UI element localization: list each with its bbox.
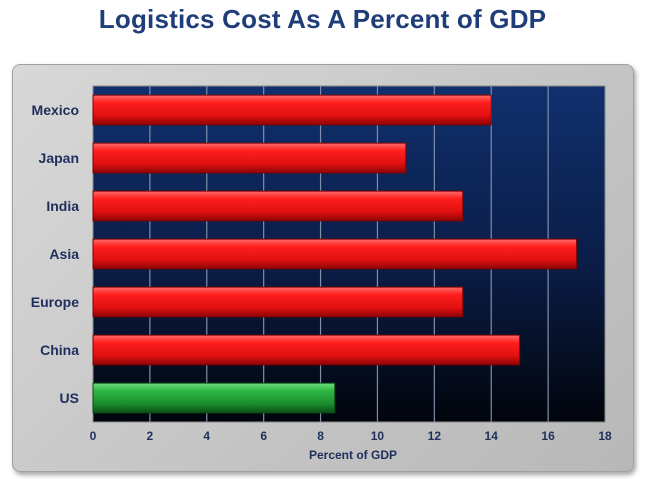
category-label: China xyxy=(40,342,79,358)
category-label: US xyxy=(60,390,79,406)
category-label: Europe xyxy=(31,294,79,310)
bar-mexico xyxy=(92,94,492,126)
bar-china xyxy=(92,334,521,366)
bars xyxy=(92,94,578,414)
x-tick-label: 4 xyxy=(203,429,210,443)
category-label: India xyxy=(46,198,79,214)
x-tick-label: 14 xyxy=(485,429,499,443)
x-axis-title: Percent of GDP xyxy=(309,448,397,462)
bar-japan xyxy=(92,142,407,174)
category-label: Asia xyxy=(49,246,79,262)
category-labels: Mexico Japan India Asia Europe China US xyxy=(31,102,79,406)
x-tick-label: 12 xyxy=(428,429,442,443)
x-tick-label: 16 xyxy=(541,429,555,443)
bar-asia xyxy=(92,238,578,270)
bar-europe xyxy=(92,286,464,318)
x-tick-label: 10 xyxy=(371,429,385,443)
chart-title: Logistics Cost As A Percent of GDP xyxy=(98,4,547,34)
x-tick-label: 8 xyxy=(317,429,324,443)
bar-us xyxy=(92,382,336,414)
category-label: Mexico xyxy=(32,102,79,118)
x-tick-label: 6 xyxy=(260,429,267,443)
x-tick-label: 18 xyxy=(598,429,612,443)
x-tick-label: 0 xyxy=(90,429,97,443)
tick-labels: 0 2 4 6 8 10 12 14 16 18 xyxy=(90,429,612,443)
bar-india xyxy=(92,190,464,222)
category-label: Japan xyxy=(39,150,79,166)
x-tick-label: 2 xyxy=(147,429,154,443)
